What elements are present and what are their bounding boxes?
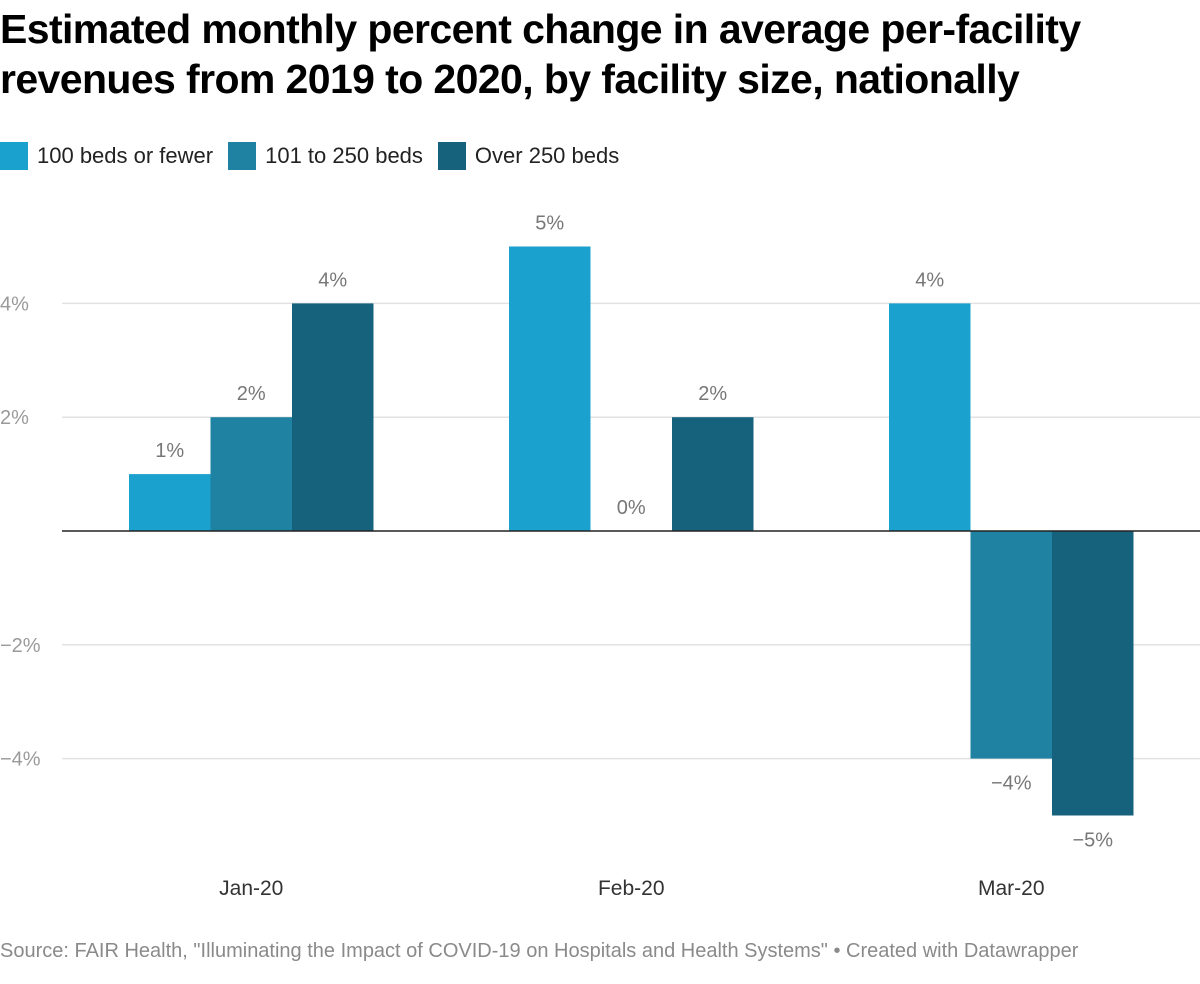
legend-item-small: 100 beds or fewer (0, 142, 213, 170)
y-tick-label: −2% (0, 635, 41, 657)
y-tick-label: 4% (0, 293, 29, 315)
bar (292, 303, 374, 531)
bar (129, 474, 211, 531)
legend-label-large: Over 250 beds (474, 143, 620, 168)
legend-item-medium: 101 to 250 beds (228, 142, 423, 170)
y-tick-label: 2% (0, 407, 29, 429)
data-label: 2% (698, 383, 727, 405)
legend-swatch-small (0, 142, 28, 170)
data-label: 5% (535, 213, 564, 235)
y-tick-label: −4% (0, 749, 41, 771)
bar (210, 417, 292, 531)
x-category-label: Mar-20 (978, 877, 1045, 900)
bar (509, 246, 591, 531)
x-category-label: Feb-20 (598, 877, 665, 900)
legend-label-medium: 101 to 250 beds (265, 143, 423, 168)
data-label: −4% (991, 773, 1032, 795)
bar-chart: 4% 2% −2% −4% 1% 5% 4% 2% 0% −4% 4% 2% −5% Jan-20 Feb-… (0, 213, 1200, 900)
data-label: −5% (1072, 830, 1113, 852)
data-label: 4% (915, 269, 944, 291)
data-label: 2% (237, 383, 266, 405)
bar (970, 531, 1052, 759)
data-label: 0% (617, 497, 646, 519)
bar (672, 417, 754, 531)
legend-label-small: 100 beds or fewer (37, 143, 214, 168)
source-note: Source: FAIR Health, "Illuminating the I… (0, 940, 1079, 962)
bar (1052, 531, 1134, 816)
x-category-label: Jan-20 (219, 877, 283, 900)
legend-item-large: Over 250 beds (437, 142, 620, 170)
bar (889, 303, 971, 531)
data-label: 1% (155, 440, 184, 462)
data-label: 4% (318, 269, 347, 291)
legend: 100 beds or fewer 101 to 250 beds Over 2… (0, 142, 634, 170)
legend-swatch-large (437, 142, 466, 170)
chart-title: Estimated monthly percent change in aver… (0, 6, 1081, 102)
legend-swatch-medium (228, 142, 257, 170)
